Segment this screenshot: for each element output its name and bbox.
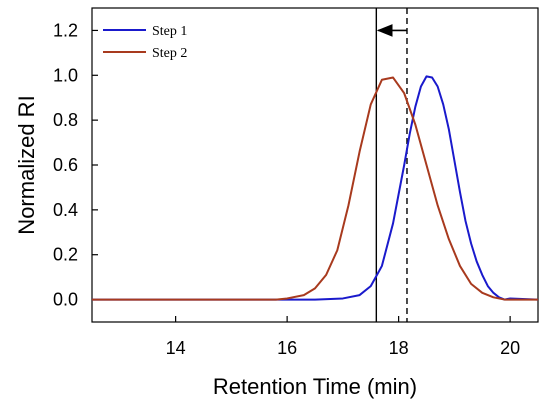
y-tick-label: 0.8: [53, 110, 78, 130]
y-tick-label: 0.2: [53, 245, 78, 265]
x-tick-label: 16: [277, 338, 297, 358]
y-tick-label: 0.0: [53, 290, 78, 310]
legend-label-step-1: Step 1: [152, 24, 187, 39]
x-tick-label: 20: [500, 338, 520, 358]
series-line-step-1: [92, 75, 539, 301]
x-tick-label: 14: [166, 338, 186, 358]
x-axis-title: Retention Time (min): [213, 374, 417, 399]
y-tick-label: 0.4: [53, 200, 78, 220]
y-axis-title: Normalized RI: [14, 95, 39, 234]
y-tick-label: 1.0: [53, 65, 78, 85]
legend-label-step-2: Step 2: [152, 46, 187, 61]
series-line-step-2: [92, 76, 538, 301]
y-tick-label: 1.2: [53, 20, 78, 40]
y-tick-label: 0.6: [53, 155, 78, 175]
x-tick-label: 18: [389, 338, 409, 358]
